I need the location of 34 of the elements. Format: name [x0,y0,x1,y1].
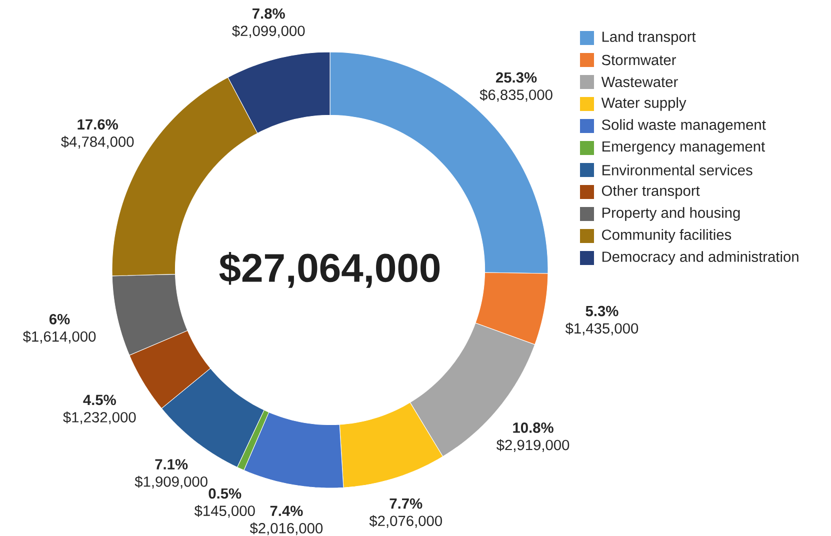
data-label: $2,099,000 [232,25,305,38]
legend-label: Emergency management [602,141,765,155]
legend-label: Democracy and administration [602,251,798,265]
text: 10.8% [513,422,554,433]
text: 7.8% [252,8,285,19]
legend-label: Property and housing [602,207,740,221]
text: 7.4% [270,506,303,516]
data-label: $1,614,000 [22,330,96,344]
legend-label: Community facilities [602,229,732,243]
text: 6% [49,314,70,324]
text: 0.5% [208,488,242,499]
data-label: $4,784,000 [61,136,134,149]
text: 7.7% [390,498,422,509]
legend-label: Environmental services [602,164,752,176]
legend-label: Stormwater [602,54,676,66]
data-label: $1,909,000 [134,476,208,489]
legend-label: Solid waste management [602,119,766,133]
data-label: $145,000 [194,505,255,518]
data-label: $2,919,000 [496,439,570,452]
text: 5.3% [586,306,618,316]
legend-label: Wastewater [601,76,678,88]
text: 4.5% [83,394,116,406]
data-label: $1,232,000 [63,411,136,424]
text: $27,064,000 [219,252,440,288]
data-label: $6,835,000 [480,88,552,102]
data-label: $2,016,000 [250,522,323,536]
text: 7.1% [155,459,188,470]
legend-label: Water supply [601,97,686,111]
legend-label: Land transport [602,31,696,45]
data-label: $1,435,000 [565,322,638,336]
legend-label: Other transport [602,185,700,199]
text: 17.6% [78,119,118,130]
data-label: $2,076,000 [369,515,442,528]
text: 25.3% [496,72,537,83]
